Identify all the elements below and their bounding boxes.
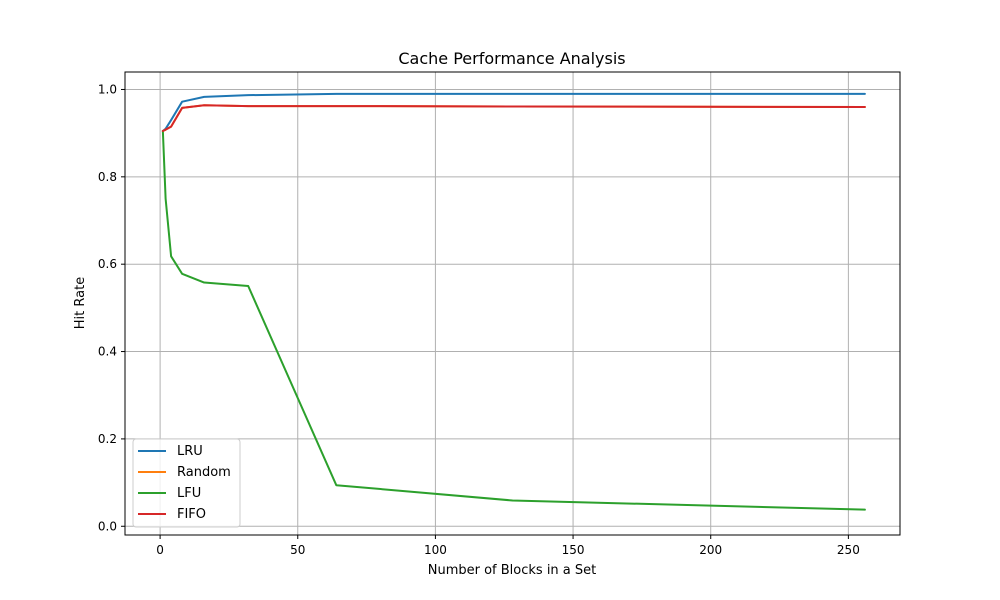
- y-tick-label: 1.0: [98, 82, 117, 96]
- x-tick-label: 50: [290, 543, 305, 557]
- series-line-random: [161, 104, 866, 132]
- legend-item-random: Random: [138, 465, 231, 480]
- grid-lines: [125, 72, 900, 535]
- x-tick-label: 200: [699, 543, 722, 557]
- legend-item-fifo: FIFO: [138, 507, 206, 522]
- x-axis-label: Number of Blocks in a Set: [428, 563, 597, 578]
- series-layer: [161, 92, 866, 511]
- y-tick-label: 0.0: [98, 519, 117, 533]
- series-line-fifo: [161, 104, 866, 132]
- x-tick-label: 250: [837, 543, 860, 557]
- x-tick-label: 100: [424, 543, 447, 557]
- legend-label: Random: [177, 465, 231, 480]
- legend: LRU Random LFU FIFO: [132, 438, 241, 528]
- series-line-lru: [161, 92, 866, 132]
- y-tick-label: 0.6: [98, 257, 117, 271]
- x-tick-label: 0: [156, 543, 164, 557]
- legend-item-lfu: LFU: [138, 486, 201, 501]
- legend-item-lru: LRU: [138, 444, 203, 459]
- plot-area: [124, 71, 901, 536]
- y-tick-label: 0.2: [98, 432, 117, 446]
- x-axis-ticks: 0 50 100 150 200 250: [156, 535, 860, 557]
- legend-box: [132, 438, 241, 528]
- y-tick-label: 0.8: [98, 170, 117, 184]
- series-line-lfu: [161, 129, 866, 511]
- y-axis-label: Hit Rate: [73, 277, 88, 329]
- y-axis-ticks: 0.0 0.2 0.4 0.6 0.8 1.0: [98, 82, 125, 533]
- legend-label: FIFO: [177, 507, 206, 522]
- y-tick-label: 0.4: [98, 345, 117, 359]
- legend-label: LFU: [177, 486, 201, 501]
- chart-title: Cache Performance Analysis: [398, 49, 625, 68]
- x-tick-label: 150: [562, 543, 585, 557]
- legend-label: LRU: [177, 444, 203, 459]
